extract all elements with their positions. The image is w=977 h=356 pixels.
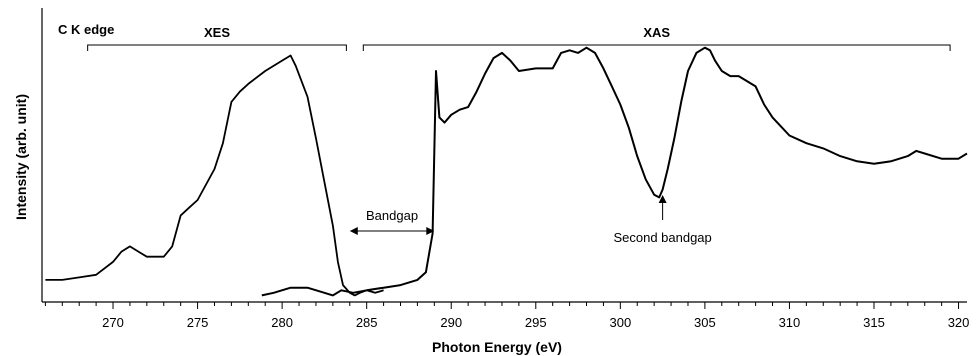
bandgap-arrowhead-right [426,227,435,235]
second-bandgap-label: Second bandgap [613,230,711,245]
series-layer [45,46,968,297]
series-line-xas [261,46,968,297]
x-tick-label: 305 [694,315,716,330]
x-tick-label: 320 [948,315,970,330]
series-line-xes [45,54,384,297]
x-tick-label: 290 [440,315,462,330]
bandgap-arrowhead-left [349,227,358,235]
x-axis-label: Photon Energy (eV) [432,339,562,355]
x-tick-label: 315 [863,315,885,330]
second-bandgap-arrowhead [658,195,667,203]
x-tick-label: 295 [525,315,547,330]
xas-bracket [362,44,951,51]
y-axis-label: Intensity (arb. unit) [13,94,29,220]
x-tick-label: 275 [187,315,209,330]
x-tick-label: 300 [609,315,631,330]
second-bandgap-arrow [658,195,667,220]
xes-bracket [87,44,347,51]
x-tick-label: 285 [356,315,378,330]
x-tick-label: 280 [271,315,293,330]
bandgap-label: Bandgap [366,208,418,223]
xes-label: XES [204,25,230,40]
xas-label: XAS [643,25,670,40]
chart-title: C K edge [58,22,114,37]
x-tick-label: 270 [102,315,124,330]
bandgap-arrow [349,227,435,235]
x-tick-label: 310 [779,315,801,330]
x-ticks: 270 275 280 285 290 295 300 305 310 315 320 [44,302,970,330]
